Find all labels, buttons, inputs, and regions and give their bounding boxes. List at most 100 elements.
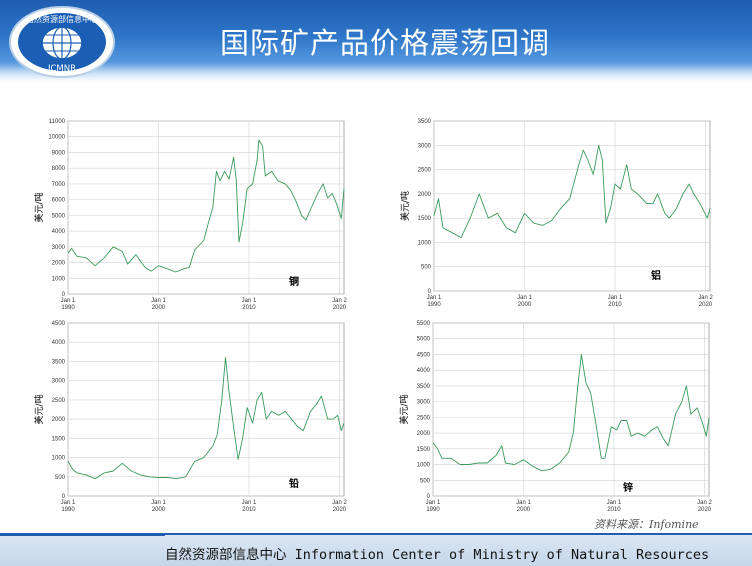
y-tick-label: 5000 (417, 337, 431, 343)
x-tick-year: 1990 (61, 507, 75, 513)
y-tick-label: 3000 (52, 245, 66, 251)
zinc-price-chart: 0 500 1000 1500 2000 2500 3000 3500 4000 4500 5000… (398, 321, 712, 513)
y-tick-label: 500 (420, 478, 431, 484)
y-tick-label: 1500 (417, 447, 431, 453)
plot-area (433, 120, 711, 292)
y-tick-label: 4000 (52, 340, 66, 346)
y-tick-label: 3500 (418, 119, 432, 125)
y-tick-label: 3000 (52, 379, 66, 385)
y-tick-label: 4000 (417, 368, 431, 374)
y-axis-label: 美元/吨 (33, 192, 45, 222)
y-tick-label: 8000 (52, 166, 66, 172)
x-tick-label: Jan 2 (332, 500, 347, 506)
price-line (67, 357, 345, 480)
y-tick-label: 3000 (418, 143, 432, 149)
y-tick-label: 11000 (49, 119, 66, 125)
lead-price-chart: 0 500 1000 1500 2000 2500 3000 3500 4000 4500 Jan … (33, 321, 347, 513)
y-tick-label: 9000 (52, 150, 66, 156)
x-tick-year: 2010 (608, 302, 622, 308)
x-tick-year: 2020 (333, 305, 347, 311)
y-tick-label: 1000 (52, 276, 66, 282)
x-tick-label: Jan 1 (608, 295, 623, 301)
price-line (432, 354, 710, 472)
y-tick-label: 6000 (52, 198, 66, 204)
x-tick-label: Jan 1 (426, 500, 441, 506)
y-axis-label: 美元/吨 (398, 394, 410, 424)
plot-area (67, 322, 345, 497)
y-tick-label: 2000 (52, 417, 66, 423)
x-tick-label: Jan 1 (516, 500, 531, 506)
y-tick-label: 3000 (417, 400, 431, 406)
logo-top-text: 自然资源部信息中心 (26, 14, 98, 24)
footer-text: 自然资源部信息中心 Information Center of Ministry… (165, 547, 710, 563)
x-tick-year: 2010 (242, 507, 256, 513)
x-tick-year: 2000 (517, 507, 531, 513)
x-tick-label: Jan 1 (151, 298, 166, 304)
chart-title: 铜 (289, 275, 299, 288)
source-note: 资料来源：Infomine (594, 518, 699, 531)
y-tick-label: 2500 (52, 398, 66, 404)
y-tick-label: 5000 (52, 213, 66, 219)
y-axis-label: 美元/吨 (33, 394, 45, 424)
y-tick-label: 2000 (52, 261, 66, 267)
x-tick-year: 2000 (152, 507, 166, 513)
y-tick-label: 2500 (418, 168, 432, 174)
footer-accent (0, 533, 165, 536)
y-tick-label: 500 (421, 265, 432, 271)
x-tick-year: 2020 (698, 507, 712, 513)
x-tick-year: 1990 (427, 302, 441, 308)
x-tick-label: Jan 1 (242, 298, 257, 304)
price-line (433, 144, 711, 239)
x-tick-label: Jan 1 (151, 500, 166, 506)
x-tick-label: Jan 1 (242, 500, 257, 506)
x-tick-year: 1990 (426, 507, 440, 513)
y-tick-label: 5500 (417, 321, 431, 327)
x-tick-year: 2000 (152, 305, 166, 311)
y-tick-label: 1000 (417, 463, 431, 469)
y-tick-label: 0 (62, 292, 66, 298)
y-tick-label: 1000 (418, 240, 432, 246)
y-tick-label: 1000 (52, 456, 66, 462)
y-tick-label: 0 (62, 494, 66, 500)
y-tick-label: 10000 (48, 135, 65, 141)
page-title: 国际矿产品价格震荡回调 (220, 26, 551, 60)
price-line (67, 139, 345, 273)
header-shine (0, 62, 752, 82)
y-tick-label: 2000 (417, 431, 431, 437)
y-tick-label: 4000 (52, 229, 66, 235)
x-tick-year: 2010 (607, 507, 621, 513)
x-tick-label: Jan 1 (517, 295, 532, 301)
x-tick-label: Jan 1 (61, 500, 76, 506)
x-tick-label: Jan 2 (697, 500, 712, 506)
x-tick-year: 2000 (518, 302, 532, 308)
y-tick-label: 0 (428, 289, 432, 295)
chart-title: 铅 (289, 477, 299, 490)
chart-title: 铝 (651, 269, 661, 282)
plot-area (67, 120, 345, 295)
x-tick-year: 1990 (61, 305, 75, 311)
copper-price-chart: 0 1000 2000 3000 4000 5000 6000 7000 8000 9000 100… (33, 119, 347, 311)
x-tick-year: 2020 (333, 507, 347, 513)
icmnr-logo: 自然资源部信息中心 ICMNR (9, 6, 115, 78)
x-tick-year: 2020 (699, 302, 713, 308)
y-tick-label: 7000 (52, 182, 66, 188)
logo-bottom-text: ICMNR (48, 64, 76, 74)
plot-area (432, 322, 710, 497)
x-tick-label: Jan 1 (427, 295, 442, 301)
x-tick-label: Jan 2 (332, 298, 347, 304)
x-tick-year: 2010 (242, 305, 256, 311)
y-tick-label: 2000 (418, 192, 432, 198)
footer-bar: 自然资源部信息中心 Information Center of Ministry… (0, 533, 752, 566)
y-tick-label: 0 (427, 494, 431, 500)
y-tick-label: 2500 (417, 415, 431, 421)
y-tick-label: 4500 (417, 352, 431, 358)
y-axis-label: 美元/吨 (400, 191, 411, 221)
y-tick-label: 3500 (52, 359, 66, 365)
chart-title: 锌 (623, 481, 633, 494)
header-banner: 自然资源部信息中心 ICMNR 国际矿产品价格震荡回调 (0, 0, 752, 82)
y-tick-label: 500 (55, 475, 66, 481)
x-tick-label: Jan 2 (698, 295, 713, 301)
x-tick-label: Jan 1 (607, 500, 622, 506)
y-tick-label: 1500 (418, 216, 432, 222)
